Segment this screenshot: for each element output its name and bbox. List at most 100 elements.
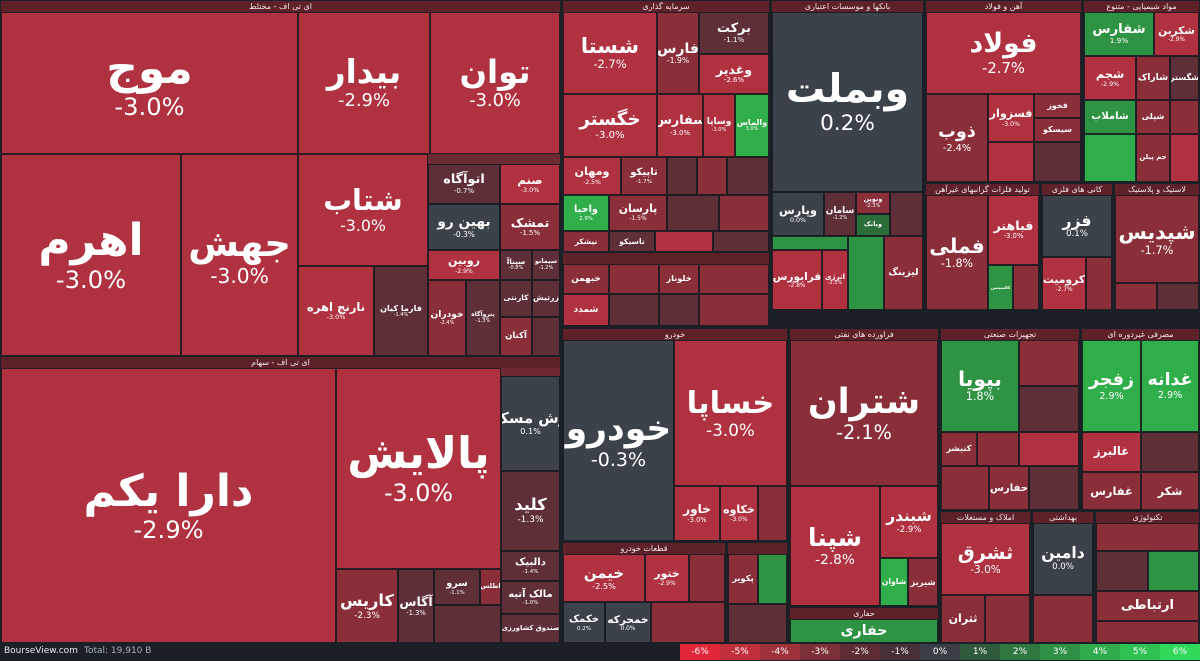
stock-tile[interactable] [1170, 134, 1199, 181]
stock-tile[interactable]: شفارس 1.9% [1084, 12, 1154, 56]
stock-tile[interactable]: فخوز [1034, 94, 1081, 118]
stock-tile[interactable] [699, 294, 769, 325]
stock-tile[interactable] [941, 466, 989, 509]
stock-tile[interactable] [890, 192, 923, 236]
stock-tile[interactable]: زش مسک0.1% [501, 376, 560, 471]
stock-tile[interactable]: ارتباطی [1096, 591, 1199, 621]
stock-tile[interactable]: نارنج اهره -3.0% [298, 266, 374, 355]
stock-tile[interactable]: غالبرز [1082, 432, 1141, 472]
stock-tile[interactable]: ثتران [941, 595, 985, 642]
stock-tile[interactable] [758, 486, 787, 540]
stock-tile[interactable]: خیمن -2.5% [563, 554, 645, 602]
stock-tile[interactable]: موج -3.0% [1, 12, 298, 154]
stock-tile[interactable]: دامین 0.0% [1033, 523, 1093, 595]
stock-tile[interactable] [1115, 283, 1157, 309]
stock-tile[interactable] [727, 157, 769, 195]
stock-tile[interactable] [532, 317, 560, 355]
stock-tile[interactable]: وساپا -3.0% [703, 94, 735, 157]
stock-tile[interactable]: شکربن -2.9% [1154, 12, 1199, 56]
stock-tile[interactable]: تاپیکو -1.7% [621, 157, 667, 195]
stock-tile[interactable] [1096, 621, 1199, 642]
stock-tile[interactable] [1096, 551, 1148, 591]
stock-tile[interactable]: پارسان -1.5% [609, 195, 667, 231]
stock-tile[interactable]: اتوآگاه -0.7% [428, 164, 500, 204]
stock-tile[interactable]: وبملت 0.2% [772, 12, 923, 192]
stock-tile[interactable]: کلید -1.3% [501, 471, 560, 551]
stock-tile[interactable]: زفجر 2.9% [1082, 340, 1141, 432]
stock-tile[interactable] [1086, 257, 1112, 309]
stock-tile[interactable] [1019, 340, 1079, 386]
stock-tile[interactable]: تمشک -1.5% [500, 204, 560, 250]
stock-tile[interactable]: دارا یکم -2.9% [1, 368, 336, 642]
stock-tile[interactable]: بپویا 1.8% [941, 340, 1019, 432]
stock-tile[interactable]: بیدار -2.9% [298, 12, 430, 154]
stock-tile[interactable]: شتران -2.1% [790, 340, 938, 486]
brand-label[interactable]: BourseView.com [4, 646, 78, 656]
stock-tile[interactable] [1013, 265, 1039, 309]
stock-tile[interactable]: واحیا 2.9% [563, 195, 609, 231]
stock-tile[interactable]: والماس 3.0% [735, 94, 769, 157]
stock-tile[interactable]: فباهنر -3.0% [988, 195, 1039, 265]
stock-tile[interactable]: توان -3.0% [430, 12, 560, 154]
stock-tile[interactable]: اهرم -3.0% [1, 154, 181, 355]
stock-tile[interactable]: سیناآ -0.8% [500, 250, 532, 280]
stock-tile[interactable]: سیمانو -1.2% [532, 250, 560, 280]
stock-tile[interactable]: لیزینگ [884, 236, 923, 309]
stock-tile[interactable]: پالایش -3.0% [336, 368, 501, 569]
stock-tile[interactable] [1084, 134, 1136, 181]
stock-tile[interactable]: کنیشر [941, 432, 977, 466]
stock-tile[interactable]: ومهان -2.5% [563, 157, 621, 195]
stock-tile[interactable]: شیریز [908, 558, 938, 605]
stock-tile[interactable] [434, 605, 501, 642]
stock-tile[interactable]: کالسیمین [988, 265, 1013, 309]
stock-tile[interactable]: مالک آتیه -1.0% [501, 581, 560, 614]
stock-tile[interactable]: شپدیس -1.7% [1115, 195, 1199, 283]
stock-tile[interactable]: شکر [1141, 472, 1199, 509]
stock-tile[interactable] [699, 264, 769, 294]
stock-tile[interactable]: نیشکر [563, 231, 609, 251]
stock-tile[interactable]: کرومیت -2.7% [1042, 257, 1086, 309]
stock-tile[interactable] [609, 294, 659, 325]
stock-tile[interactable]: فرابورس -2.8% [772, 250, 822, 309]
stock-tile[interactable]: شتاب -3.0% [298, 154, 428, 266]
stock-tile[interactable] [1170, 100, 1199, 134]
stock-tile[interactable]: خبهمن [563, 264, 609, 294]
stock-tile[interactable]: خکمک 0.2% [563, 602, 605, 642]
stock-tile[interactable] [977, 432, 1019, 466]
stock-tile[interactable]: خاور -3.0% [674, 486, 720, 540]
stock-tile[interactable]: خساپا -3.0% [674, 340, 787, 486]
stock-tile[interactable]: خودرو -0.3% [563, 340, 674, 540]
stock-tile[interactable]: خگستر -3.0% [563, 94, 657, 157]
stock-tile[interactable]: سیسکو [1034, 118, 1081, 142]
stock-tile[interactable]: ونوین -2.3% [856, 192, 890, 214]
stock-tile[interactable]: شستا -2.7% [563, 12, 657, 94]
stock-tile[interactable] [1033, 595, 1093, 642]
stock-tile[interactable]: اطلس [480, 569, 501, 605]
stock-tile[interactable]: کاریس -2.3% [336, 569, 398, 642]
stock-tile[interactable] [1019, 432, 1079, 466]
stock-tile[interactable]: فسزوار -3.0% [988, 94, 1034, 142]
stock-tile[interactable]: جهش -3.0% [181, 154, 298, 355]
stock-tile[interactable]: دالبیک -1.4% [501, 551, 560, 581]
stock-tile[interactable]: فارما کیان -1.4% [374, 266, 428, 355]
stock-tile[interactable]: وپارس 0.0% [772, 192, 824, 236]
stock-tile[interactable]: روبین -2.9% [428, 250, 500, 280]
stock-tile[interactable]: وبانک [856, 214, 890, 236]
stock-tile[interactable]: خمحرکه 0.0% [605, 602, 651, 642]
stock-tile[interactable]: بهین رو -0.3% [428, 204, 500, 250]
stock-tile[interactable]: آگاس -1.3% [398, 569, 434, 642]
stock-tile[interactable] [988, 142, 1034, 181]
stock-tile[interactable]: خودران -2.4% [428, 280, 466, 355]
stock-tile[interactable] [609, 264, 659, 294]
stock-tile[interactable] [848, 236, 884, 309]
stock-tile[interactable] [772, 236, 848, 250]
stock-tile[interactable] [651, 602, 725, 642]
stock-tile[interactable] [758, 554, 787, 604]
stock-tile[interactable]: صنم -3.0% [500, 164, 560, 204]
stock-tile[interactable] [728, 604, 787, 642]
stock-tile[interactable] [719, 195, 769, 231]
stock-tile[interactable]: حفاری [790, 619, 938, 642]
stock-tile[interactable]: شپنا -2.8% [790, 486, 880, 605]
stock-tile[interactable] [667, 195, 719, 231]
stock-tile[interactable] [655, 231, 713, 251]
